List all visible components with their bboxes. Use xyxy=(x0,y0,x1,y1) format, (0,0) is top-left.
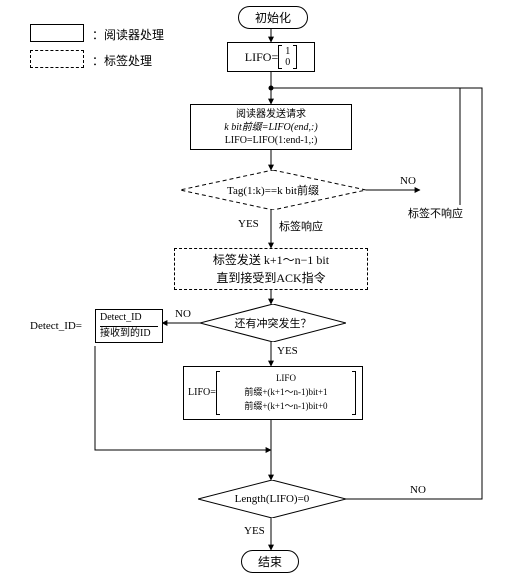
legend-solid-box xyxy=(30,24,84,42)
collision-yes-label: YES xyxy=(277,345,298,357)
lifo-init-prefix: LIFO= xyxy=(245,49,278,66)
tag-check-label: Tag(1:k)==k bit前缀 xyxy=(180,170,366,210)
lifo-update-process: LIFO= LIFO 前缀+(k+1～n-1)bit+1 前缀+(k+1～n-1… xyxy=(183,366,363,420)
tag-response-label: 标签响应 xyxy=(279,218,323,234)
legend-dashed-label: ：标签处理 xyxy=(92,52,152,69)
lifo-init-process: LIFO= 1 0 xyxy=(227,42,315,72)
length-yes-label: YES xyxy=(244,525,265,537)
request-process: 阅读器发送请求 k bit前缀=LIFO(end,:) LIFO=LIFO(1:… xyxy=(190,104,352,150)
detect-prefix: Detect_ID= xyxy=(30,320,82,332)
tag-check-no-label: NO xyxy=(400,175,416,187)
collision-no-label: NO xyxy=(175,308,191,320)
tag-check-decision: Tag(1:k)==k bit前缀 xyxy=(180,170,366,210)
tag-check-yes-label: YES xyxy=(238,218,259,230)
tag-send-l2: 直到接受到ACK指令 xyxy=(216,269,325,287)
lifo-update-prefix: LIFO= xyxy=(188,386,216,400)
tag-send-process: 标签发送 k+1～n−1 bit 直到接受到ACK指令 xyxy=(174,248,368,290)
length-decision: Length(LIFO)=0 xyxy=(198,480,346,518)
length-text: Length(LIFO)=0 xyxy=(235,493,310,505)
tag-send-l1: 标签发送 k+1～n−1 bit xyxy=(213,251,329,269)
detect-id-box: Detect_ID 接收到的ID xyxy=(95,309,163,343)
lifo-update-r1: LIFO xyxy=(223,372,349,386)
tag-check-text: Tag(1:k)==k bit前缀 xyxy=(227,182,319,198)
collision-text: 还有冲突发生？ xyxy=(235,315,312,331)
lifo-update-matrix: LIFO 前缀+(k+1～n-1)bit+1 前缀+(k+1～n-1)bit+0 xyxy=(216,371,356,415)
legend-dashed-box xyxy=(30,50,84,68)
length-label: Length(LIFO)=0 xyxy=(198,480,346,518)
collision-decision: 还有冲突发生？ xyxy=(200,304,346,342)
collision-label: 还有冲突发生？ xyxy=(200,304,346,342)
detect-body: 接收到的ID xyxy=(100,328,158,341)
no-response-label: 标签不响应 xyxy=(408,205,463,221)
lifo-update-r3: 前缀+(k+1～n-1)bit+0 xyxy=(223,400,349,414)
start-terminator: 初始化 xyxy=(238,6,308,29)
detect-title: Detect_ID xyxy=(100,312,158,327)
request-l1: 阅读器发送请求 xyxy=(236,108,306,121)
lifo-init-top: 1 xyxy=(285,46,290,57)
request-l2: k bit前缀=LIFO(end,:) xyxy=(224,121,317,134)
lifo-init-matrix: 1 0 xyxy=(278,45,297,69)
lifo-update-r2: 前缀+(k+1～n-1)bit+1 xyxy=(223,386,349,400)
end-label: 结束 xyxy=(258,553,282,570)
request-l3: LIFO=LIFO(1:end-1,:) xyxy=(225,134,318,147)
lifo-init-bottom: 0 xyxy=(285,57,290,68)
end-terminator: 结束 xyxy=(241,550,299,573)
legend-solid-label: ：阅读器处理 xyxy=(92,26,164,43)
length-no-label: NO xyxy=(410,484,426,496)
start-label: 初始化 xyxy=(255,9,291,26)
